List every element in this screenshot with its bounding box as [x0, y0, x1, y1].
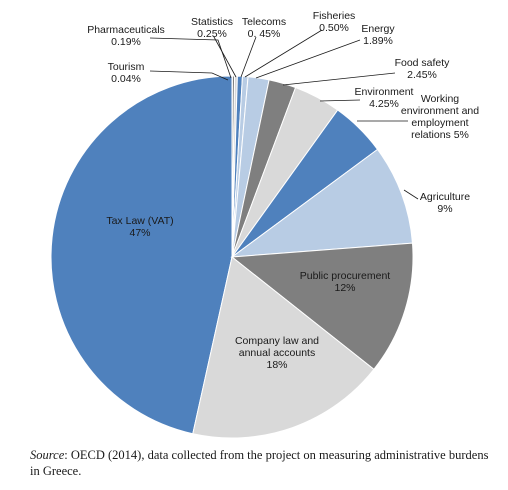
slice-label-line: Tax Law (VAT) [106, 215, 173, 227]
leader-lines [149, 29, 419, 200]
slice-label-8: Environment 4.25% [355, 86, 414, 110]
slice-label-line: 0.50% [319, 22, 349, 34]
slice-label-7: Food safety 2.45% [395, 57, 451, 81]
slice-label-line: 1.89% [363, 35, 393, 47]
slice-label-line: Fisheries [313, 10, 356, 22]
source-note: Source: OECD (2014), data collected from… [30, 447, 500, 479]
slice-label-line: Food safety [395, 57, 451, 69]
slice-label-line: 47% [129, 227, 150, 239]
slice-label-line: Statistics [191, 16, 233, 28]
slice-label-12: Company law and annual accounts 18% [235, 335, 319, 371]
slice-label-1: Tourism 0.04% [108, 61, 145, 85]
slice-label-line: 12% [334, 282, 355, 294]
leader-line-8 [319, 99, 361, 102]
slice-label-line: 18% [266, 359, 287, 371]
leader-line-7 [282, 72, 396, 86]
slice-label-line: Working [421, 93, 459, 105]
slice-label-9: Working environment and employment relation… [401, 93, 479, 141]
pie-slice-12 [192, 256, 375, 439]
leader-line-5 [244, 29, 323, 78]
slice-labels: Tax Law (VAT) 47% Tourism 0.04% Pharmaceutic… [87, 10, 479, 371]
slice-label-2: Pharmaceuticals 0.19% [87, 24, 165, 48]
slice-label-line: 0.19% [111, 36, 141, 48]
leader-line-10 [403, 189, 419, 200]
leader-line-2 [149, 37, 232, 79]
slice-label-3: Statistics 0.25% [191, 16, 233, 40]
slice-label-line: 9% [437, 203, 452, 215]
slice-label-line: employment [411, 117, 468, 129]
pie-slice-11 [230, 242, 414, 371]
pie-slices [50, 75, 414, 439]
slice-label-line: Energy [361, 23, 395, 35]
slice-label-10: Agriculture 9% [420, 191, 470, 215]
leader-line-4 [240, 36, 257, 78]
slice-label-line: annual accounts [239, 347, 315, 359]
slice-label-line: 0.25% [197, 28, 227, 40]
slice-label-line: Pharmaceuticals [87, 24, 165, 36]
slice-label-line: Environment [355, 86, 414, 98]
source-prefix: Source [30, 448, 65, 462]
leader-line-1 [149, 70, 229, 81]
pie-slice-10 [230, 148, 414, 258]
pie-slice-0 [50, 75, 233, 435]
pie-chart: Tax Law (VAT) 47% Tourism 0.04% Pharmaceutic… [50, 10, 479, 439]
leader-line-6 [255, 39, 361, 79]
slice-label-line: Agriculture [420, 191, 470, 203]
slice-label-line: Company law and [235, 335, 319, 347]
slice-label-line: 0.04% [111, 73, 141, 85]
slice-label-4: Telecoms 0. 45% [242, 16, 286, 40]
slice-label-line: environment and [401, 105, 479, 117]
slice-label-11: Public procurement 12% [300, 270, 391, 294]
slice-label-line: Public procurement [300, 270, 391, 282]
slice-label-line: Tourism [108, 61, 145, 73]
leader-line-3 [213, 36, 237, 78]
source-text: : OECD (2014), data collected from the p… [30, 448, 489, 478]
slice-label-6: Energy 1.89% [361, 23, 395, 47]
slice-label-line: Telecoms [242, 16, 286, 28]
slice-label-line: 0. 45% [248, 28, 281, 40]
slice-label-line: relations 5% [411, 129, 469, 141]
slice-label-line: 2.45% [407, 69, 437, 81]
slice-label-line: 4.25% [369, 98, 399, 110]
slice-label-0: Tax Law (VAT) 47% [106, 215, 173, 239]
slice-label-5: Fisheries 0.50% [313, 10, 356, 34]
